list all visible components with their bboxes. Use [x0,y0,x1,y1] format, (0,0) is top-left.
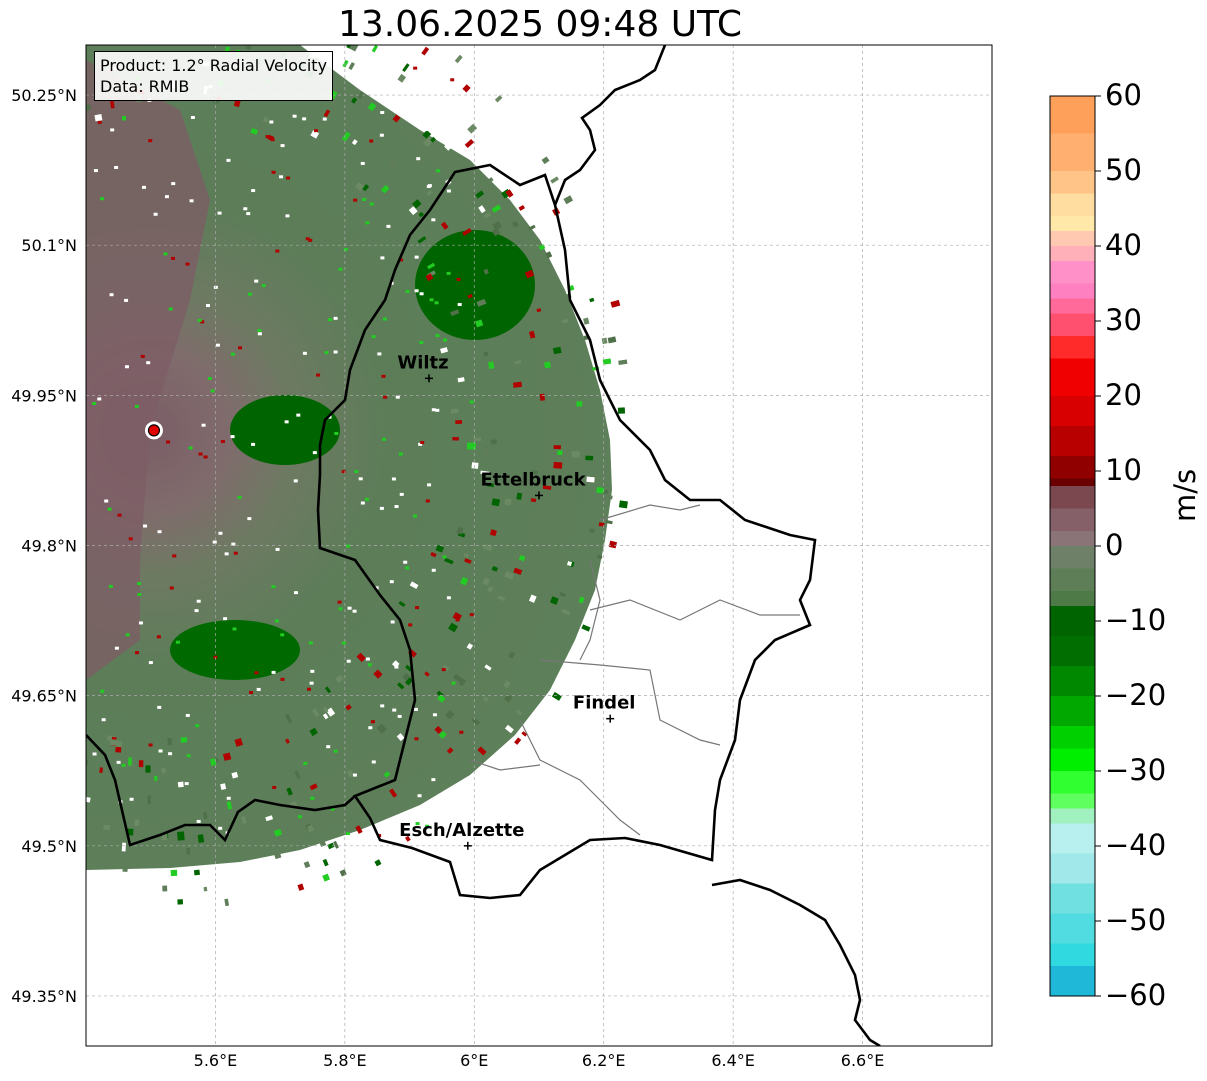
colorbar-tick-label: 60 [1105,78,1142,112]
colorbar-tick-label: −30 [1105,753,1167,787]
lat-tick-label: 50.25°N [11,86,77,105]
colorbar-tick-label: −40 [1105,828,1167,862]
colorbar-tick-label: 0 [1105,528,1124,562]
border-luxembourg [316,163,817,900]
city-findel: Findel [573,693,636,723]
canton-lines [469,504,800,836]
lon-tick-label: 5.6°E [194,1051,238,1070]
product-info-box: Product: 1.2° Radial Velocity Data: RMIB [94,51,334,101]
colorbar-tick-label: 40 [1105,228,1142,262]
lon-tick-label: 6.4°E [711,1051,755,1070]
lat-tick-label: 50.1°N [21,236,77,255]
colorbar [1049,95,1101,997]
borders [86,45,881,1046]
lon-tick-label: 5.8°E [323,1051,367,1070]
lon-tick-label: 6.6°E [841,1051,885,1070]
colorbar-unit-label: m/s [1168,468,1202,522]
city-wiltz: Wiltz [397,352,449,383]
echo-approaching-north [415,230,535,340]
lat-tick-label: 49.65°N [11,687,77,706]
city-label: Wiltz [397,352,448,373]
echo-approaching-center [230,395,340,465]
map-frame [85,44,993,1047]
city-label: Ettelbruck [480,469,586,490]
echo-approaching-south [170,620,300,680]
city-label: Findel [573,693,636,714]
border-belgium-france [86,734,356,847]
colorbar-tick-label: −20 [1105,678,1167,712]
colorbar-tick-label: 30 [1105,303,1142,337]
lat-tick-label: 49.5°N [21,837,77,856]
map-title: 13.06.2025 09:48 UTC [337,4,743,45]
lat-tick-label: 49.8°N [21,537,77,556]
lon-tick-labels: 5.6°E 5.8°E 6°E 6.2°E 6.4°E 6.6°E [194,1051,885,1070]
city-markers: Wiltz Ettelbruck Findel Esch/Alzette [397,352,636,850]
data-source-label: Data: RMIB [100,77,190,96]
lat-tick-label: 49.35°N [11,987,77,1006]
lon-tick-label: 6.2°E [582,1051,626,1070]
colorbar-tick-label: 10 [1105,453,1142,487]
border-germany-south [711,878,881,1046]
lon-tick-label: 6°E [460,1051,488,1070]
map-plot-area: Wiltz Ettelbruck Findel Esch/Alzette 50.25°… [11,44,993,1070]
graticule [86,45,992,1046]
radar-site-marker [144,421,163,440]
colorbar-tick-label: −10 [1105,603,1167,637]
radar-echo-receding [86,60,210,680]
colorbar-tick-label: 20 [1105,378,1142,412]
colorbar-tick-label: −50 [1105,903,1167,937]
lat-tick-labels: 50.25°N 50.1°N 49.95°N 49.8°N 49.65°N 49.5°N 4… [11,86,77,1006]
city-ettelbruck: Ettelbruck [480,469,587,500]
city-label: Esch/Alzette [399,820,524,841]
border-germany-north [553,45,667,206]
lat-tick-label: 49.95°N [11,386,77,405]
colorbar-tick-label: −60 [1105,978,1167,1012]
city-esch-alzette: Esch/Alzette [399,820,524,850]
product-label: Product: 1.2° Radial Velocity [100,56,328,75]
colorbar-tick-label: 50 [1105,153,1142,187]
